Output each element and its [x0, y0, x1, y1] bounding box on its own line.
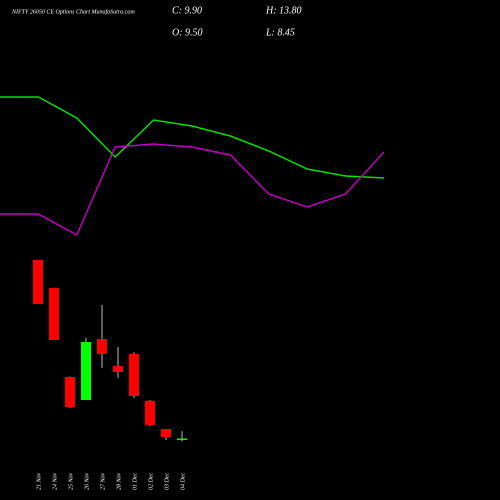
candle-body [145, 400, 155, 425]
low-info: L: 8.45 [265, 27, 295, 38]
open-info: O: 9.50 [172, 27, 203, 38]
candle-body [97, 339, 107, 354]
indicator-line [0, 96, 385, 179]
x-tick-label: 26 Nov [84, 472, 90, 490]
candle-body [81, 342, 91, 400]
candle-body [113, 366, 123, 373]
x-tick-label: 03 Dec [164, 473, 170, 490]
x-tick-label: 28 Nov [116, 472, 122, 490]
candle-body [65, 376, 75, 407]
x-tick-label: 24 Nov [51, 472, 58, 490]
indicator-line [0, 143, 385, 237]
close-info: C: 9.90 [172, 5, 202, 16]
high-info: H: 13.80 [265, 5, 302, 16]
candle-body [129, 353, 139, 397]
candle-body [33, 260, 43, 304]
x-tick-label: 21 Nov [36, 472, 42, 490]
x-tick-label: 01 Dec [132, 473, 138, 490]
candle-body [177, 438, 187, 440]
x-tick-label: 27 Nov [100, 472, 106, 490]
candle-body [49, 287, 59, 340]
candle-body [161, 429, 171, 437]
x-tick-label: 02 Dec [148, 473, 154, 490]
x-tick-label: 25 Nov [68, 472, 74, 490]
x-tick-label: 04 Dec [179, 473, 186, 490]
chart-title: NIFTY 26050 CE Options Chart MunafaSutra… [11, 8, 135, 15]
